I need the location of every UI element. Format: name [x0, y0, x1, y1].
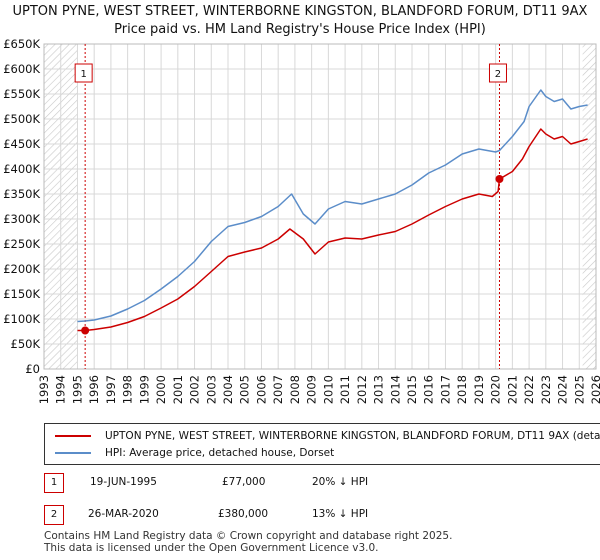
y-tick-label: £100K — [3, 312, 40, 326]
price-chart: £0 £50K £100K £150K £200K £250K £300K £350K £400… — [3, 37, 600, 404]
x-tick-label: 2015 — [405, 375, 419, 404]
hpi-line — [77, 89, 588, 323]
x-tick-label: 2000 — [154, 375, 168, 404]
x-tick-label: 2017 — [438, 375, 452, 404]
x-tick-label: 2011 — [338, 375, 352, 404]
hatched-region-after — [582, 44, 596, 369]
x-tick-label: 2008 — [288, 375, 302, 404]
x-tick-label: 1993 — [37, 375, 51, 404]
x-tick-label: 2012 — [355, 375, 369, 404]
y-tick-label: £350K — [3, 187, 40, 201]
x-tick-label: 2023 — [539, 375, 553, 404]
legend-label-hpi: HPI: Average price, detached house, Dors… — [105, 447, 335, 459]
x-tick-label: 2004 — [221, 375, 235, 404]
x-tick-label: 2010 — [321, 375, 335, 404]
chart-title: UPTON PYNE, WEST STREET, WINTERBORNE KIN… — [12, 4, 588, 19]
y-tick-label: £400K — [3, 162, 40, 176]
property-price-line — [77, 128, 588, 332]
sale-date: 19-JUN-1995 — [90, 476, 157, 488]
sale-point — [81, 326, 90, 335]
sale-hpi-diff: 13% ↓ HPI — [312, 508, 369, 520]
y-tick-label: £250K — [3, 237, 40, 251]
x-tick-label: 1997 — [104, 375, 118, 404]
footer-copyright: Contains HM Land Registry data © Crown c… — [44, 530, 453, 542]
y-tick-label: £150K — [3, 287, 40, 301]
chart-subtitle: Price paid vs. HM Land Registry's House … — [114, 22, 486, 37]
sale-date: 26-MAR-2020 — [88, 508, 159, 520]
sale-number-badge: 2 — [44, 505, 64, 525]
sale-price: £77,000 — [222, 476, 266, 488]
y-tick-label: £50K — [11, 337, 41, 351]
chart-legend: UPTON PYNE, WEST STREET, WINTERBORNE KIN… — [44, 423, 600, 465]
x-tick-label: 2013 — [372, 375, 386, 404]
x-tick-label: 2002 — [188, 375, 202, 404]
y-tick-label: £300K — [3, 212, 40, 226]
y-tick-label: £0 — [25, 362, 40, 376]
plot-area — [44, 44, 596, 369]
x-tick-label: 1996 — [87, 375, 101, 404]
x-tick-label: 2016 — [422, 375, 436, 404]
legend-label-property: UPTON PYNE, WEST STREET, WINTERBORNE KIN… — [105, 430, 600, 442]
plot-border — [43, 43, 597, 370]
sale-number-badge: 1 — [44, 473, 64, 493]
y-tick-label: £200K — [3, 262, 40, 276]
legend-swatch-hpi — [55, 452, 91, 454]
x-tick-label: 2003 — [204, 375, 218, 404]
x-tick-label: 2009 — [305, 375, 319, 404]
x-tick-label: 2018 — [455, 375, 469, 404]
x-tick-label: 1994 — [54, 375, 68, 404]
sale-hpi-diff: 20% ↓ HPI — [312, 476, 369, 488]
sale-point — [495, 175, 504, 183]
x-tick-label: 2026 — [589, 375, 600, 404]
sale-marker-label: 2 — [495, 69, 501, 80]
footer-licence: This data is licensed under the Open Gov… — [44, 542, 379, 554]
y-tick-label: £650K — [3, 37, 40, 51]
x-tick-label: 1999 — [137, 375, 151, 404]
y-tick-label: £550K — [3, 87, 40, 101]
x-tick-label: 2006 — [254, 375, 268, 404]
x-tick-label: 1995 — [70, 375, 84, 404]
sale-marker-box — [74, 63, 93, 83]
x-tick-label: 2025 — [572, 375, 586, 404]
sale-price: £380,000 — [218, 508, 269, 520]
y-tick-label: £500K — [3, 112, 40, 126]
legend-swatch-property — [55, 435, 91, 437]
y-tick-label: £450K — [3, 137, 40, 151]
x-tick-label: 2005 — [238, 375, 252, 404]
x-tick-label: 2024 — [556, 375, 570, 404]
x-tick-label: 2019 — [472, 375, 486, 404]
legend-item-property: UPTON PYNE, WEST STREET, WINTERBORNE KIN… — [55, 427, 600, 445]
x-tick-label: 2022 — [522, 375, 536, 404]
legend-item-hpi: HPI: Average price, detached house, Dors… — [55, 444, 334, 462]
x-tick-label: 1998 — [121, 375, 135, 404]
x-tick-label: 2021 — [505, 375, 519, 404]
x-tick-label: 2014 — [388, 375, 402, 404]
sale-marker-label: 1 — [80, 69, 86, 80]
sale-marker-box — [488, 63, 507, 83]
x-tick-label: 2007 — [271, 375, 285, 404]
y-tick-label: £600K — [3, 62, 40, 76]
x-tick-label: 2020 — [489, 375, 503, 404]
x-tick-label: 2001 — [171, 375, 185, 404]
